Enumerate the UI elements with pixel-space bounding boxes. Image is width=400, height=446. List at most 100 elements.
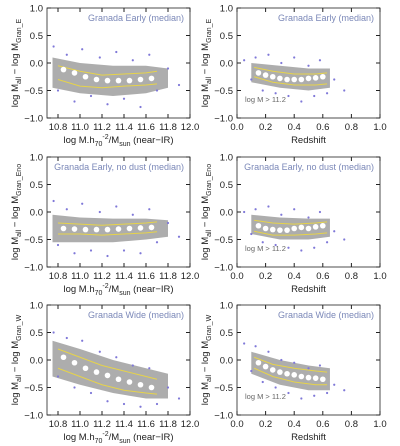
x-tick-label: 0.6 bbox=[316, 271, 329, 282]
y-tick-label: −0.5 bbox=[214, 235, 233, 246]
panel: 10.8 11.0 11.2 11.4 11.6 11.8 12.0 −1.0 −0.5 0.0 0… bbox=[10, 4, 199, 149]
median-dot bbox=[104, 226, 111, 233]
y-tick-label: 0.5 bbox=[220, 328, 233, 339]
median-dot bbox=[305, 374, 312, 381]
label-part: log M bbox=[200, 237, 211, 260]
x-tick-label: 11.6 bbox=[137, 271, 155, 282]
x-tick-label: 0.0 bbox=[230, 122, 243, 133]
x-tick-label: 0.2 bbox=[259, 122, 272, 133]
y-axis-label: log Mall − log MGran_Eno bbox=[10, 164, 23, 260]
median-dot bbox=[148, 224, 155, 231]
label-part: Gran_E bbox=[206, 18, 213, 42]
scatter-point bbox=[250, 78, 253, 81]
scatter-point bbox=[52, 45, 55, 48]
label-part: (near−IR) bbox=[131, 432, 174, 443]
x-tick-label: 11.2 bbox=[93, 271, 111, 282]
density-area bbox=[251, 351, 330, 391]
annotation: Granada Early (median) bbox=[278, 13, 374, 23]
scatter-point bbox=[287, 246, 290, 249]
x-tick-label: 12.0 bbox=[181, 122, 200, 133]
percentile-line bbox=[254, 219, 328, 225]
percentile-line bbox=[57, 79, 158, 89]
scatter-point bbox=[343, 89, 346, 92]
y-tick-label: −0.5 bbox=[24, 86, 43, 97]
x-tick-label: 0.8 bbox=[345, 419, 358, 430]
median-dot bbox=[291, 225, 298, 232]
scatter-point bbox=[177, 397, 181, 400]
scatter-point bbox=[89, 391, 93, 395]
scatter-point bbox=[254, 56, 257, 59]
y-tick-label: −1.0 bbox=[214, 263, 233, 274]
x-axis-label: Redshift bbox=[291, 284, 326, 295]
scatter-point bbox=[56, 375, 60, 378]
annotation: Granada Early (median) bbox=[88, 13, 184, 23]
label-part: all bbox=[16, 229, 23, 236]
label-part: all bbox=[206, 229, 213, 236]
x-tick-label: 11.8 bbox=[159, 122, 177, 133]
x-tick-label: 11.4 bbox=[115, 122, 133, 133]
median-dot bbox=[126, 77, 133, 84]
label-part: log M.h bbox=[63, 284, 94, 295]
x-tick-label: 11.6 bbox=[137, 419, 155, 430]
y-tick-label: 0.5 bbox=[220, 31, 233, 42]
median-dot bbox=[262, 225, 269, 232]
scatter-point bbox=[274, 92, 277, 95]
scatter-point bbox=[139, 405, 142, 408]
label-part: sun bbox=[119, 438, 130, 445]
y-tick-label: 1.0 bbox=[30, 4, 43, 15]
scatter-point bbox=[293, 56, 296, 59]
median-dot bbox=[305, 75, 312, 82]
scatter-point bbox=[89, 249, 93, 252]
x-tick-label: 0.2 bbox=[259, 271, 272, 282]
y-tick-label: 0.0 bbox=[220, 356, 233, 367]
scatter-point bbox=[73, 100, 76, 103]
scatter-point bbox=[293, 361, 296, 364]
y-tick-label: −0.5 bbox=[214, 86, 233, 97]
y-tick-label: 0.5 bbox=[220, 180, 233, 191]
scatter-point bbox=[65, 53, 68, 56]
median-dot bbox=[82, 365, 89, 372]
scatter-point bbox=[318, 210, 322, 214]
scatter-point bbox=[177, 235, 181, 238]
median-dot bbox=[82, 226, 89, 233]
label-part: /M bbox=[109, 432, 120, 443]
scatter-point bbox=[122, 97, 126, 100]
scatter-point bbox=[343, 238, 346, 241]
x-tick-label: 11.4 bbox=[115, 419, 133, 430]
y-tick-label: 0.0 bbox=[30, 59, 43, 70]
label-part: Redshift bbox=[291, 135, 326, 146]
scatter-point bbox=[122, 249, 126, 252]
x-tick-label: 11.6 bbox=[137, 122, 155, 133]
median-dot bbox=[277, 75, 283, 82]
percentile-line bbox=[253, 356, 328, 373]
scatter-point bbox=[131, 364, 134, 367]
y-axis-label: log Mall − log MGran_E bbox=[200, 18, 213, 107]
median-dot bbox=[137, 225, 144, 231]
y-tick-label: −0.5 bbox=[24, 235, 43, 246]
label-part: − log M bbox=[10, 341, 21, 375]
label-part: -2 bbox=[102, 283, 108, 290]
median-dot bbox=[93, 76, 100, 83]
scatter-point bbox=[155, 241, 159, 244]
scatter-point bbox=[106, 254, 109, 258]
x-tick-label: 0.4 bbox=[288, 122, 301, 133]
median-dot bbox=[71, 226, 78, 232]
label-part: (near−IR) bbox=[131, 135, 174, 146]
label-part: Gran_W bbox=[16, 314, 23, 340]
median-dot bbox=[115, 376, 122, 383]
x-tick-label: 10.8 bbox=[49, 419, 68, 430]
plot-frame bbox=[46, 156, 191, 268]
scatter-point bbox=[250, 369, 253, 373]
median-dot bbox=[60, 225, 67, 232]
percentile-line bbox=[254, 76, 328, 86]
scatter-point bbox=[333, 78, 336, 81]
scatter-point bbox=[261, 241, 264, 244]
panel: 10.8 11.0 11.2 11.4 11.6 11.8 12.0 −1.0 −0.5 0.0 0… bbox=[10, 153, 199, 298]
label-part: log M bbox=[10, 237, 21, 260]
scatter-point bbox=[52, 199, 55, 203]
scatter-point bbox=[300, 249, 303, 252]
x-tick-label: 10.8 bbox=[49, 122, 68, 133]
median-dot bbox=[269, 73, 276, 80]
label-part: Redshift bbox=[291, 432, 326, 443]
scatter-point bbox=[148, 53, 151, 56]
